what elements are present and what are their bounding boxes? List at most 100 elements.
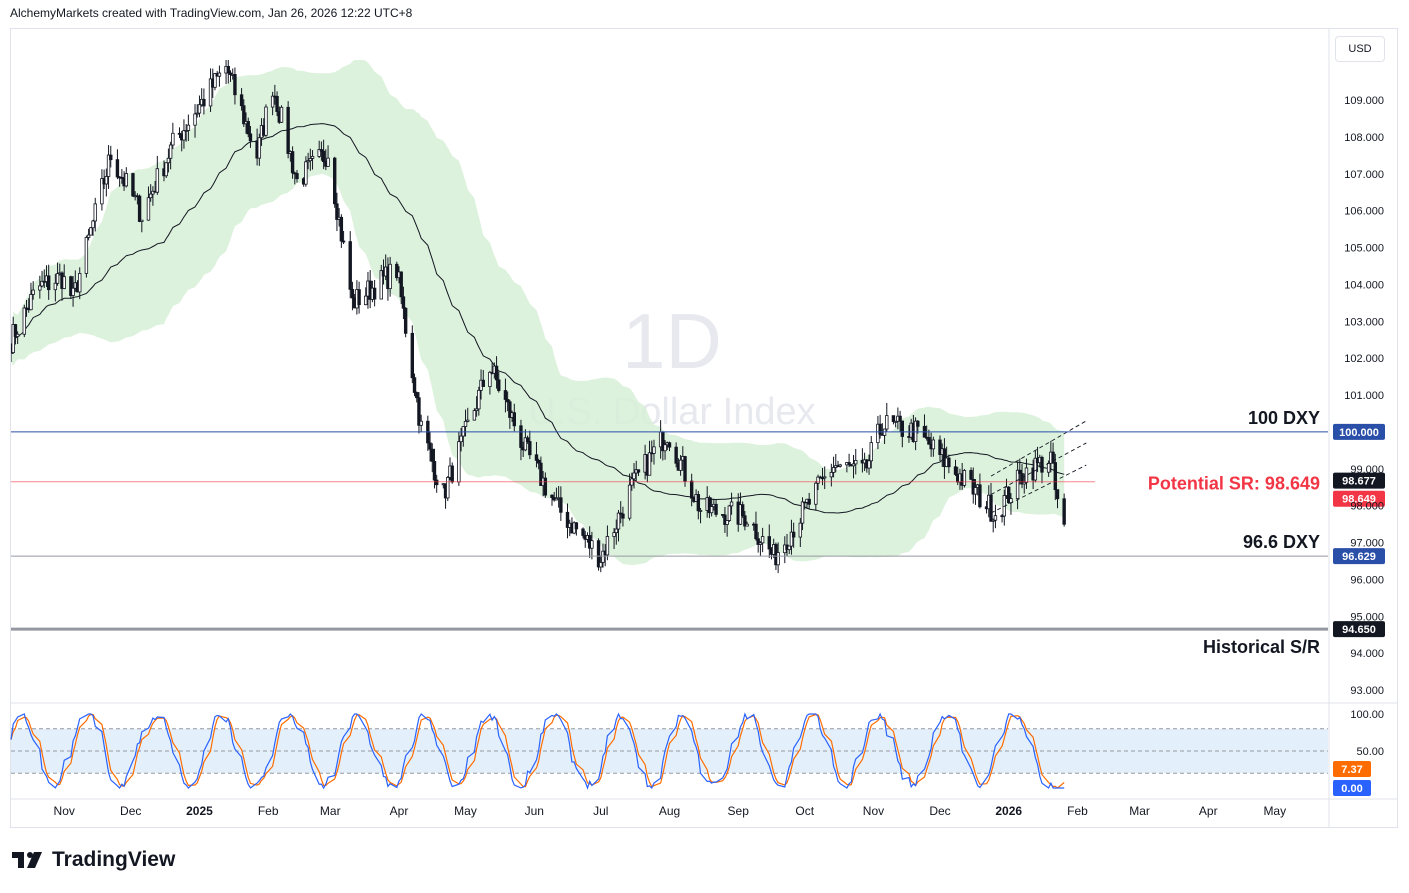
- candle-body: [430, 448, 434, 462]
- candle-body: [947, 457, 951, 468]
- candle-body: [599, 562, 603, 568]
- channel-line: [990, 420, 1087, 477]
- candle-body: [754, 523, 758, 540]
- candle-body: [683, 456, 687, 482]
- candle-body: [898, 415, 902, 422]
- candle-body: [22, 307, 27, 335]
- level-price-tag: [1333, 490, 1385, 507]
- x-tick-label: Feb: [1067, 804, 1088, 818]
- candle-body: [193, 113, 197, 126]
- candle-body: [503, 390, 508, 400]
- candle-body: [707, 497, 712, 514]
- levels: 100 DXY 100.000 Potential SR: 98.649 98.649…: [11, 408, 1385, 657]
- x-tick-label: Dec: [929, 804, 950, 818]
- stoch-d-line: [10, 713, 1065, 789]
- candle-body: [727, 505, 732, 521]
- candle-body: [228, 72, 233, 75]
- candle-body: [508, 401, 512, 418]
- candle-body: [767, 536, 771, 550]
- candle-body: [971, 478, 975, 495]
- y-tick-label: 108.000: [1344, 132, 1384, 144]
- candle-body: [758, 542, 763, 545]
- candle-body: [304, 161, 308, 185]
- candle-body: [601, 550, 605, 563]
- level-price-tag-label: 98.649: [1342, 494, 1376, 506]
- candle-body: [166, 157, 171, 164]
- candle-body: [1046, 462, 1051, 473]
- candle-body: [257, 137, 262, 159]
- candle-body: [184, 130, 188, 132]
- y-tick-label: 101.000: [1344, 390, 1384, 402]
- candle-body: [867, 460, 871, 469]
- candle-body: [581, 528, 585, 536]
- candle-body: [938, 439, 942, 455]
- y-tick-label: 93.000: [1350, 685, 1384, 697]
- candle-body: [11, 324, 15, 353]
- candle-body: [536, 459, 541, 464]
- candle-body: [69, 276, 73, 296]
- candle-body: [851, 463, 856, 467]
- tradingview-logo[interactable]: TradingView: [12, 848, 175, 872]
- candle-body: [306, 160, 310, 163]
- y-tick-label: 104.000: [1344, 279, 1384, 291]
- candle-body: [891, 415, 896, 422]
- x-tick-label: Jul: [593, 804, 608, 818]
- candle-body: [109, 154, 113, 161]
- candle-body: [290, 151, 295, 174]
- candle-body: [213, 73, 217, 88]
- candle-body: [341, 240, 346, 243]
- currency-button[interactable]: USD: [1335, 36, 1385, 62]
- candle-body: [798, 522, 803, 538]
- candle-body: [124, 173, 128, 187]
- candle-body: [878, 423, 882, 435]
- level-price-tag: [1333, 621, 1385, 638]
- candle-body: [528, 441, 532, 456]
- candle-body: [148, 193, 153, 199]
- candle-body: [505, 399, 510, 403]
- candle-body: [428, 442, 432, 450]
- candle-body: [164, 162, 168, 177]
- candle-body: [84, 237, 89, 274]
- candle-body: [40, 280, 44, 287]
- candle-body: [494, 365, 499, 381]
- candle-body: [155, 168, 160, 193]
- y-tick-label: 95.000: [1350, 611, 1384, 623]
- y-tick-label: 102.000: [1344, 353, 1384, 365]
- candle-body: [434, 479, 439, 486]
- candle-body: [55, 273, 60, 284]
- candle-body: [137, 195, 142, 222]
- candle-body: [182, 130, 186, 141]
- candle-body: [667, 442, 672, 448]
- candle-body: [412, 377, 417, 393]
- candle-body: [565, 511, 570, 528]
- candle-body: [197, 104, 202, 114]
- candle-body: [71, 287, 75, 296]
- level-price-tag: [1333, 548, 1385, 565]
- candle-body: [239, 94, 244, 107]
- candle-body: [725, 520, 729, 525]
- candle-body: [168, 144, 173, 159]
- x-tick-label: Jun: [525, 804, 544, 818]
- candle-body: [457, 441, 461, 483]
- candle-body: [619, 512, 623, 515]
- candle-body: [1062, 498, 1066, 525]
- candle-body: [616, 512, 621, 530]
- candle-body: [264, 106, 268, 136]
- y-tick-label: 103.000: [1344, 316, 1384, 328]
- candle-body: [100, 178, 104, 205]
- candle-body: [743, 515, 747, 527]
- candle-body: [829, 471, 834, 478]
- candle-body: [791, 531, 796, 538]
- y-tick-label: 98.000: [1350, 501, 1384, 513]
- candle-body: [523, 437, 528, 451]
- candle-body: [310, 156, 315, 159]
- candle-body: [756, 538, 760, 545]
- candle-body: [497, 379, 501, 391]
- stoch-y-tick-label: 100.00: [1350, 709, 1384, 721]
- candle-body: [195, 112, 199, 115]
- candle-body: [1020, 473, 1024, 485]
- candle-body: [459, 435, 463, 443]
- candle-body: [1040, 456, 1044, 473]
- candle-body: [612, 532, 616, 537]
